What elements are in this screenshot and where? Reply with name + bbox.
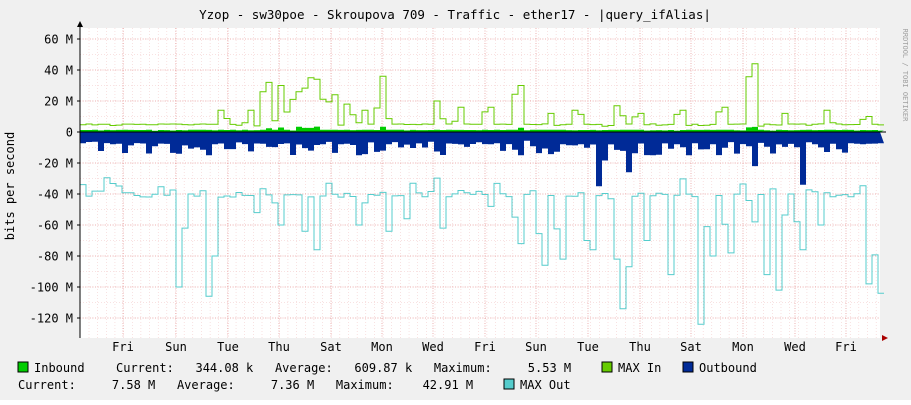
y-tick-label: 20 M — [44, 95, 73, 109]
legend-label-max-out: MAX Out — [520, 378, 571, 392]
x-tick-label: Wed — [422, 340, 444, 354]
y-tick-label: 0 — [66, 126, 73, 140]
chart-title: Yzop - sw30poe - Skroupova 709 - Traffic… — [199, 7, 711, 22]
legend-label-inbound: Inbound — [34, 361, 85, 375]
x-tick-label: Thu — [268, 340, 290, 354]
x-tick-label: Sun — [165, 340, 187, 354]
x-tick-label: Fri — [835, 340, 857, 354]
x-tick-label: Fri — [112, 340, 134, 354]
legend-swatch-max-out — [503, 378, 515, 390]
data-series — [79, 63, 884, 325]
legend-swatch-outbound — [682, 361, 694, 373]
y-axis-label: bits per second — [3, 132, 17, 240]
legend-stats-inbound: Current: 344.08 k Average: 609.87 k Maxi… — [116, 361, 571, 375]
x-tick-label: Sat — [320, 340, 342, 354]
x-tick-label: Wed — [784, 340, 806, 354]
y-tick-labels: 60 M 40 M 20 M 0 -20 M -40 M -60 M -80 M -100 M -… — [30, 33, 73, 326]
y-tick-label: -40 M — [37, 188, 73, 202]
y-tick-label: 40 M — [44, 64, 73, 78]
y-tick-label: 60 M — [44, 33, 73, 47]
x-tick-label: Mon — [371, 340, 393, 354]
legend-stats-outbound: Current: 7.58 M Average: 7.36 M Maximum:… — [18, 378, 473, 392]
legend: Inbound Current: 344.08 k Average: 609.8… — [17, 361, 757, 392]
y-tick-label: -20 M — [37, 157, 73, 171]
x-tick-label: Sat — [680, 340, 702, 354]
legend-label-max-in: MAX In — [618, 361, 661, 375]
legend-swatch-max-in — [601, 361, 613, 373]
y-tick-label: -100 M — [30, 281, 73, 295]
plot-area — [80, 28, 880, 338]
max-in-line — [79, 63, 884, 127]
y-tick-label: -60 M — [37, 219, 73, 233]
x-tick-label: Sun — [525, 340, 547, 354]
y-tick-label: -80 M — [37, 250, 73, 264]
x-tick-label: Thu — [629, 340, 651, 354]
rrdtool-watermark: RRDTOOL / TOBI OETIKER — [901, 29, 909, 123]
y-tick-label: -120 M — [30, 312, 73, 326]
y-axis-arrow — [77, 21, 83, 27]
x-tick-labels: Fri Sun Tue Thu Sat Mon Wed Fri Sun Tue Thu Sat Mon W… — [112, 340, 857, 354]
x-tick-label: Mon — [732, 340, 754, 354]
x-tick-label: Tue — [217, 340, 239, 354]
x-tick-label: Tue — [577, 340, 599, 354]
legend-swatch-inbound — [17, 361, 29, 373]
legend-label-outbound: Outbound — [699, 361, 757, 375]
axes — [77, 21, 888, 341]
max-out-line — [79, 165, 884, 325]
inbound-area — [80, 126, 884, 132]
outbound-area — [80, 132, 884, 187]
x-tick-label: Fri — [474, 340, 496, 354]
x-axis-arrow — [882, 335, 888, 341]
